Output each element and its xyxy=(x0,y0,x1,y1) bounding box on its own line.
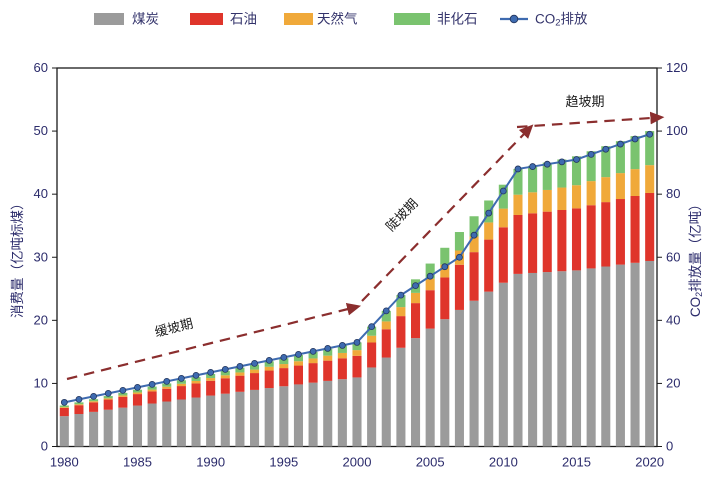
svg-text:40: 40 xyxy=(666,312,680,327)
svg-text:趋坡期: 趋坡期 xyxy=(565,94,604,109)
svg-text:石油: 石油 xyxy=(230,12,257,27)
svg-text:消费量（亿吨标煤）: 消费量（亿吨标煤） xyxy=(10,197,25,319)
svg-text:120: 120 xyxy=(666,60,688,75)
svg-text:2010: 2010 xyxy=(489,455,518,470)
svg-text:50: 50 xyxy=(34,123,48,138)
svg-text:0: 0 xyxy=(666,439,673,454)
svg-text:2005: 2005 xyxy=(416,455,445,470)
svg-text:2000: 2000 xyxy=(343,455,372,470)
svg-text:100: 100 xyxy=(666,123,688,138)
svg-text:40: 40 xyxy=(34,186,48,201)
svg-text:1985: 1985 xyxy=(123,455,152,470)
svg-text:0: 0 xyxy=(41,439,48,454)
svg-text:30: 30 xyxy=(34,249,48,264)
svg-text:80: 80 xyxy=(666,186,680,201)
svg-text:煤炭: 煤炭 xyxy=(132,12,159,27)
svg-text:2020: 2020 xyxy=(635,455,664,470)
svg-text:10: 10 xyxy=(34,375,48,390)
svg-text:60: 60 xyxy=(34,60,48,75)
svg-text:天然气: 天然气 xyxy=(317,11,358,27)
svg-text:1995: 1995 xyxy=(269,455,298,470)
svg-text:CO2排放量（亿吨）: CO2排放量（亿吨） xyxy=(688,197,704,317)
svg-text:CO2排放: CO2排放 xyxy=(535,12,588,29)
svg-text:2015: 2015 xyxy=(562,455,591,470)
svg-text:20: 20 xyxy=(666,375,680,390)
svg-text:1990: 1990 xyxy=(196,455,225,470)
svg-text:60: 60 xyxy=(666,249,680,264)
svg-text:非化石: 非化石 xyxy=(437,12,478,27)
svg-text:1980: 1980 xyxy=(50,455,79,470)
svg-text:20: 20 xyxy=(34,312,48,327)
